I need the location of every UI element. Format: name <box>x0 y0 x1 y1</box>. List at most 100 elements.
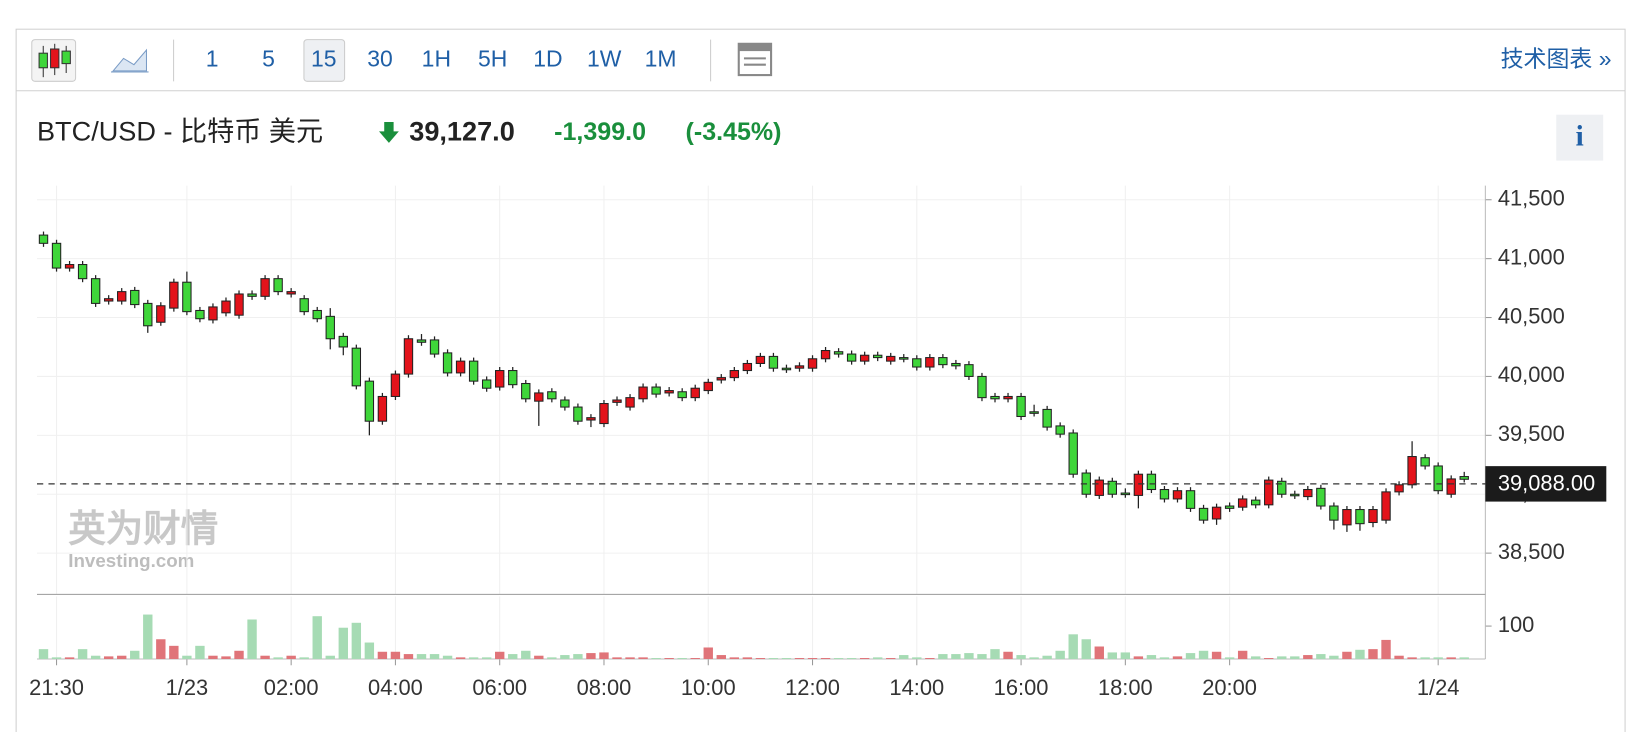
volume-bar <box>794 658 805 660</box>
candle-chart-button[interactable] <box>31 39 77 82</box>
volume-bar <box>1303 655 1313 660</box>
volume-bar <box>1094 646 1104 660</box>
volume-bar <box>1237 650 1248 660</box>
volume-bar <box>1029 657 1039 660</box>
candle-body <box>508 370 518 386</box>
interval-button[interactable]: 1 <box>206 46 219 72</box>
volume-bar <box>143 614 153 660</box>
candle-body <box>1407 456 1417 486</box>
volume-bar <box>1264 658 1274 660</box>
volume-bar <box>664 658 674 660</box>
candle-body <box>1459 476 1469 480</box>
candle-body <box>1237 498 1248 508</box>
candle-body <box>1172 490 1183 500</box>
interval-button[interactable]: 30 <box>367 46 393 72</box>
candle-body <box>273 278 283 293</box>
volume-bar <box>247 619 257 660</box>
candle-body <box>1446 478 1456 495</box>
volume-bar <box>1055 650 1065 660</box>
candle-body <box>1342 509 1352 526</box>
candle-body <box>1329 505 1339 521</box>
volume-bar <box>768 658 779 660</box>
candle-body <box>612 399 622 403</box>
candle-body <box>1055 425 1065 435</box>
candle-body <box>938 357 948 366</box>
volume-bar <box>1277 656 1287 660</box>
interval-button[interactable]: 1M <box>645 46 677 72</box>
y-tick-label: 41,000 <box>1498 244 1565 269</box>
volume-bar <box>286 655 296 660</box>
candle-body <box>1303 488 1313 498</box>
volume-bar <box>899 655 909 660</box>
candle-body <box>1003 395 1013 400</box>
price-change-pct: (-3.45%) <box>686 118 782 146</box>
candle-body <box>1277 480 1287 495</box>
volume-bar <box>1146 655 1157 660</box>
candle-body <box>1368 509 1378 524</box>
interval-button[interactable]: 1W <box>587 46 622 72</box>
candle-body <box>234 293 244 316</box>
volume-bar <box>1459 657 1469 660</box>
x-tick-label: 18:00 <box>1098 675 1153 700</box>
candle-body <box>299 298 309 313</box>
volume-bar <box>103 656 114 660</box>
volume-bar <box>625 657 635 660</box>
line-chart-button[interactable] <box>111 48 149 73</box>
info-button[interactable] <box>1556 114 1604 161</box>
icon-body <box>38 52 48 69</box>
candle-body <box>247 293 257 297</box>
candle-body <box>547 391 557 400</box>
interval-button[interactable]: 5H <box>478 46 507 72</box>
layout-button[interactable] <box>737 42 773 77</box>
candle-body <box>964 364 974 377</box>
volume-bar <box>1250 656 1261 660</box>
candle-body <box>221 300 231 314</box>
x-tick-label: 06:00 <box>472 675 527 700</box>
volume-bar <box>521 650 531 660</box>
candle-body <box>338 335 348 348</box>
volume-bar <box>599 652 609 660</box>
technical-chart-link[interactable]: 技术图表 » <box>1501 46 1612 72</box>
volume-bar <box>208 655 218 660</box>
candle-body <box>586 417 596 421</box>
candle-body <box>1133 473 1144 496</box>
x-tick-label: 10:00 <box>681 675 736 700</box>
candle-body <box>195 309 205 320</box>
down-arrow <box>379 122 399 143</box>
volume-bar <box>495 651 505 660</box>
candle-body <box>182 281 192 313</box>
candle-body <box>442 352 453 374</box>
volume-bar <box>1185 653 1196 660</box>
candle-body <box>1316 487 1326 507</box>
volume-bar <box>38 649 49 660</box>
candle-body <box>208 306 218 321</box>
volume-bar <box>951 654 961 660</box>
volume-bar <box>1003 651 1013 660</box>
candle-body <box>64 264 75 269</box>
volume-bar <box>612 657 622 660</box>
volume-bar <box>234 650 244 660</box>
volume-bar <box>1042 655 1052 660</box>
volume-bar <box>938 654 948 660</box>
interval-button[interactable]: 1H <box>422 46 451 72</box>
interval-button[interactable]: 15 <box>311 46 337 72</box>
volume-bar <box>1420 657 1430 660</box>
interval-button[interactable]: 1D <box>533 46 562 72</box>
x-tick-label: 02:00 <box>264 675 319 700</box>
candle-body <box>677 391 687 399</box>
volume-tick-label: 100 <box>1498 612 1535 637</box>
interval-button[interactable]: 5 <box>262 46 275 72</box>
x-tick-label: 20:00 <box>1202 675 1257 700</box>
candle-body <box>573 406 583 422</box>
candle-body <box>1250 499 1261 506</box>
last-price-label: 39,088.00 <box>1498 471 1595 496</box>
candle-body <box>130 289 140 306</box>
volume-bar <box>677 658 687 660</box>
volume-bar <box>416 654 427 660</box>
volume-bar <box>338 627 348 660</box>
candle-body <box>429 339 440 355</box>
y-tick-label: 40,500 <box>1498 303 1565 328</box>
candle-body <box>416 339 427 343</box>
